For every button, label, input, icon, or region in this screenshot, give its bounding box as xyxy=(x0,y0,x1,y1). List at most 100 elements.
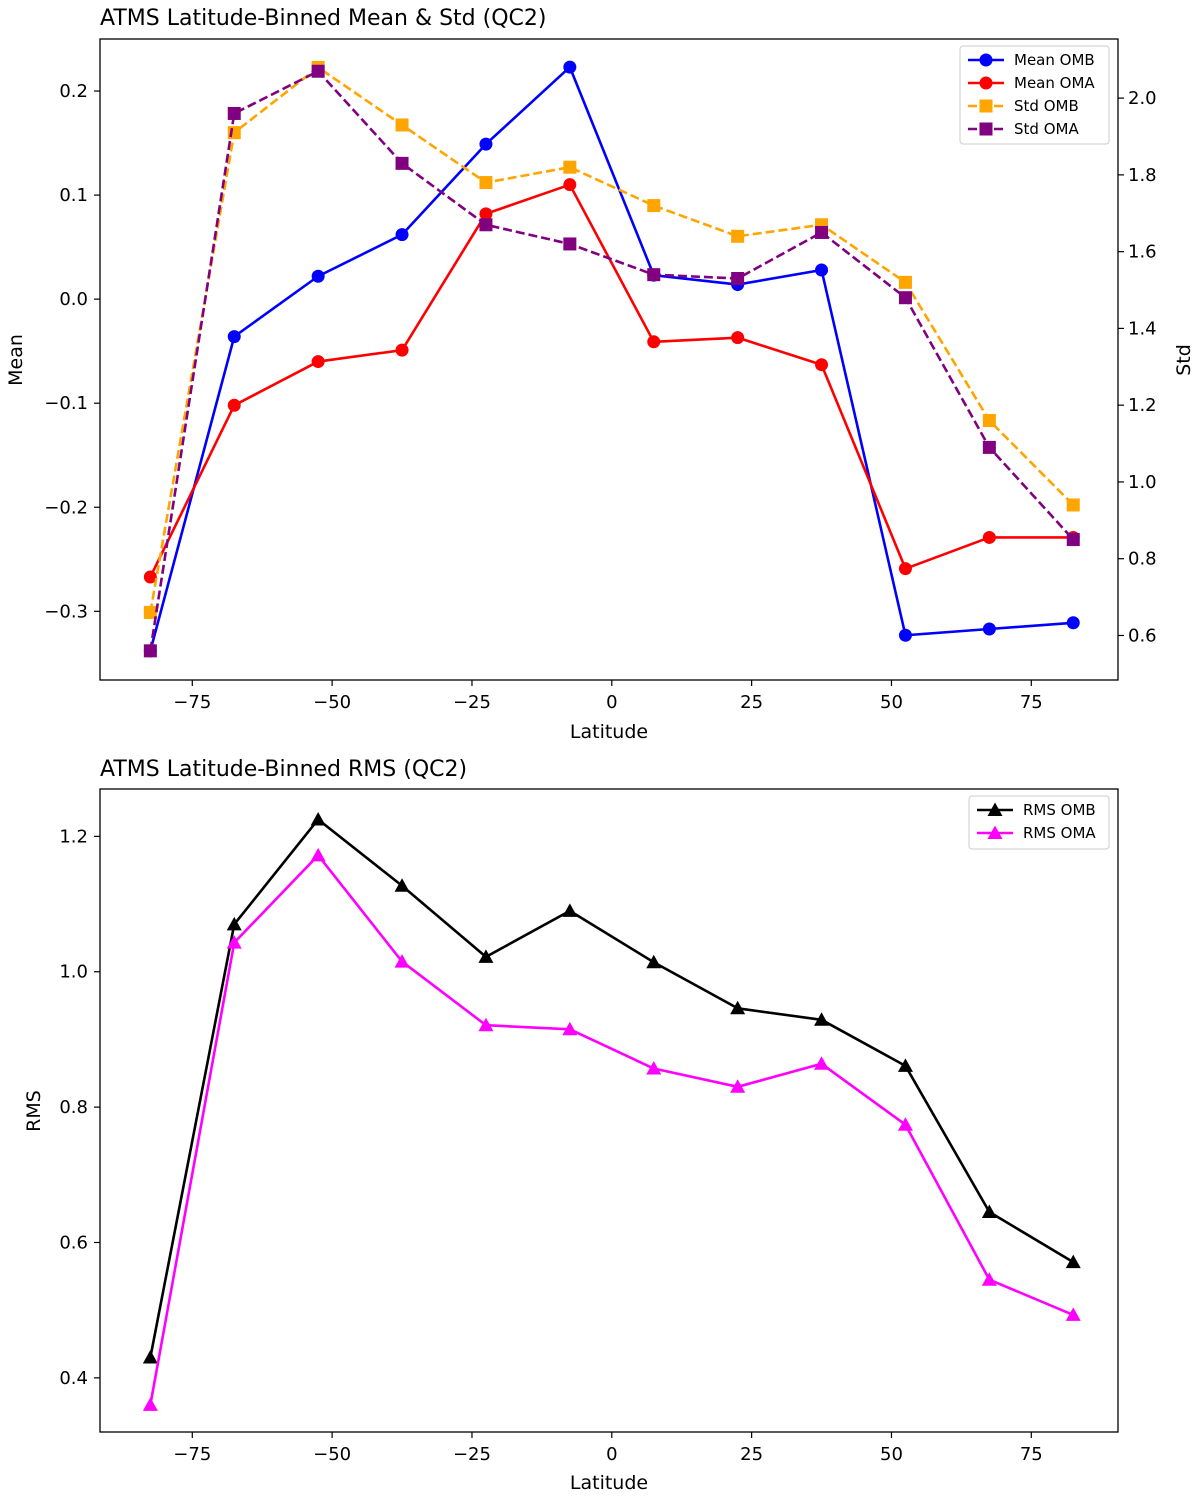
data-point-std-omb xyxy=(731,229,745,243)
data-point-mean-omb xyxy=(227,330,241,344)
legend-marker xyxy=(987,802,1003,816)
legend-label: Std OMA xyxy=(1014,120,1079,138)
plot-area xyxy=(99,38,1119,681)
y-right-tick-label: 1.0 xyxy=(1128,472,1157,493)
x-tick-label: 0 xyxy=(606,1444,617,1465)
series-std-omb xyxy=(143,60,1080,619)
legend-marker xyxy=(979,99,993,113)
y-tick-label: 1.0 xyxy=(59,962,88,983)
data-point-std-oma xyxy=(898,291,912,305)
y-right-tick-label: 2.0 xyxy=(1128,88,1157,109)
series-line-std-omb xyxy=(149,66,1075,613)
series-line-mean-omb xyxy=(149,65,1074,652)
data-point-std-oma xyxy=(143,644,157,658)
data-point-std-omb xyxy=(143,605,157,619)
x-tick-label: 50 xyxy=(880,692,903,713)
x-axis: −75 −50 −25 0 25 50 75 xyxy=(173,1432,1043,1465)
y-right-tick-label: 1.2 xyxy=(1128,395,1157,416)
data-point-std-omb xyxy=(982,414,996,428)
data-point-std-omb xyxy=(647,199,661,213)
y-right-tick-label: 1.4 xyxy=(1128,318,1157,339)
data-point-mean-omb xyxy=(982,622,996,636)
data-point-mean-omb xyxy=(815,263,829,277)
x-tick-label: −50 xyxy=(313,692,351,713)
x-axis-label: Latitude xyxy=(570,1472,648,1494)
plot-area xyxy=(99,788,1119,1433)
y-tick-label: 0.2 xyxy=(59,81,88,102)
y-right-tick-label: 0.6 xyxy=(1128,625,1157,646)
data-point-rms-omb xyxy=(562,903,578,917)
data-point-mean-oma xyxy=(731,331,745,345)
series-std-oma xyxy=(143,64,1080,658)
data-point-rms-omb xyxy=(981,1204,997,1219)
data-point-rms-oma xyxy=(142,1397,158,1411)
legend-label: Mean OMB xyxy=(1014,51,1095,69)
series-group xyxy=(143,60,1080,658)
x-tick-label: 25 xyxy=(740,692,763,713)
x-tick-label: 75 xyxy=(1020,1444,1043,1465)
data-point-rms-oma xyxy=(981,1272,997,1286)
data-point-rms-omb xyxy=(478,949,494,963)
x-tick-label: 0 xyxy=(606,692,617,713)
data-point-std-omb xyxy=(227,126,241,140)
data-point-mean-omb xyxy=(1066,616,1080,630)
data-point-rms-omb xyxy=(897,1058,913,1072)
data-point-mean-oma xyxy=(563,178,577,192)
legend-frame xyxy=(959,45,1110,145)
x-tick-label: −25 xyxy=(453,1444,491,1465)
x-axis: −75 −50 −25 0 25 50 75 xyxy=(173,680,1043,713)
data-point-rms-omb xyxy=(310,811,326,826)
x-tick-label: −50 xyxy=(313,1444,351,1465)
data-point-mean-oma xyxy=(898,562,912,576)
series-line-mean-oma xyxy=(149,183,1074,578)
data-point-rms-omb xyxy=(226,916,242,931)
data-point-std-oma xyxy=(982,440,996,454)
legend-label: Mean OMA xyxy=(1014,74,1095,92)
legend: RMS OMB RMS OMA xyxy=(968,795,1110,850)
series-line-rms-oma xyxy=(149,854,1074,1406)
data-point-mean-oma xyxy=(479,207,493,221)
data-point-std-omb xyxy=(563,160,577,174)
y-tick-label: 0.1 xyxy=(59,185,88,206)
data-point-mean-oma xyxy=(982,530,996,544)
chart-title: ATMS Latitude-Binned Mean & Std (QC2) xyxy=(100,6,546,31)
data-point-std-omb xyxy=(395,118,409,132)
data-point-mean-oma xyxy=(143,570,157,584)
data-point-rms-omb xyxy=(730,1000,746,1015)
data-point-std-oma xyxy=(479,218,493,232)
data-point-std-oma xyxy=(731,272,745,286)
data-point-std-oma xyxy=(647,268,661,282)
y-tick-label: −0.2 xyxy=(44,497,88,518)
y-axis-right: 0.6 0.8 1.0 1.2 1.4 1.6 1.8 2.0 xyxy=(1118,88,1157,646)
x-tick-label: 50 xyxy=(880,1444,903,1465)
x-tick-label: −25 xyxy=(453,692,491,713)
data-point-rms-omb xyxy=(142,1350,158,1364)
x-tick-label: −75 xyxy=(173,692,211,713)
y-right-tick-label: 0.8 xyxy=(1128,549,1157,570)
y-tick-label: 1.2 xyxy=(59,826,88,847)
y-axis-label: RMS xyxy=(23,1090,45,1132)
legend-marker xyxy=(979,122,993,136)
data-point-std-oma xyxy=(1066,533,1080,547)
data-point-rms-oma xyxy=(646,1061,662,1075)
legend-marker xyxy=(987,825,1003,839)
data-point-mean-oma xyxy=(815,358,829,372)
x-tick-label: 75 xyxy=(1020,692,1043,713)
data-point-std-omb xyxy=(479,176,493,190)
data-point-mean-omb xyxy=(311,269,325,283)
series-line-rms-omb xyxy=(149,818,1074,1358)
y-tick-label: 0.0 xyxy=(59,289,88,310)
series-rms-omb xyxy=(142,811,1081,1364)
y-axis-label: Mean xyxy=(5,334,27,386)
mean-std-panel: ATMS Latitude-Binned Mean & Std (QC2) −7… xyxy=(5,6,1195,743)
data-point-rms-omb xyxy=(814,1012,830,1026)
y-axis-left: −0.3 −0.2 −0.1 0.0 0.1 0.2 xyxy=(44,81,100,622)
data-point-rms-oma xyxy=(310,847,326,862)
data-point-std-oma xyxy=(227,106,241,120)
data-point-rms-oma xyxy=(226,935,242,949)
series-rms-oma xyxy=(142,847,1081,1411)
y-tick-label: 0.6 xyxy=(59,1232,88,1253)
data-point-std-oma xyxy=(311,64,325,78)
data-point-rms-oma xyxy=(394,954,410,968)
data-point-mean-oma xyxy=(395,343,409,357)
